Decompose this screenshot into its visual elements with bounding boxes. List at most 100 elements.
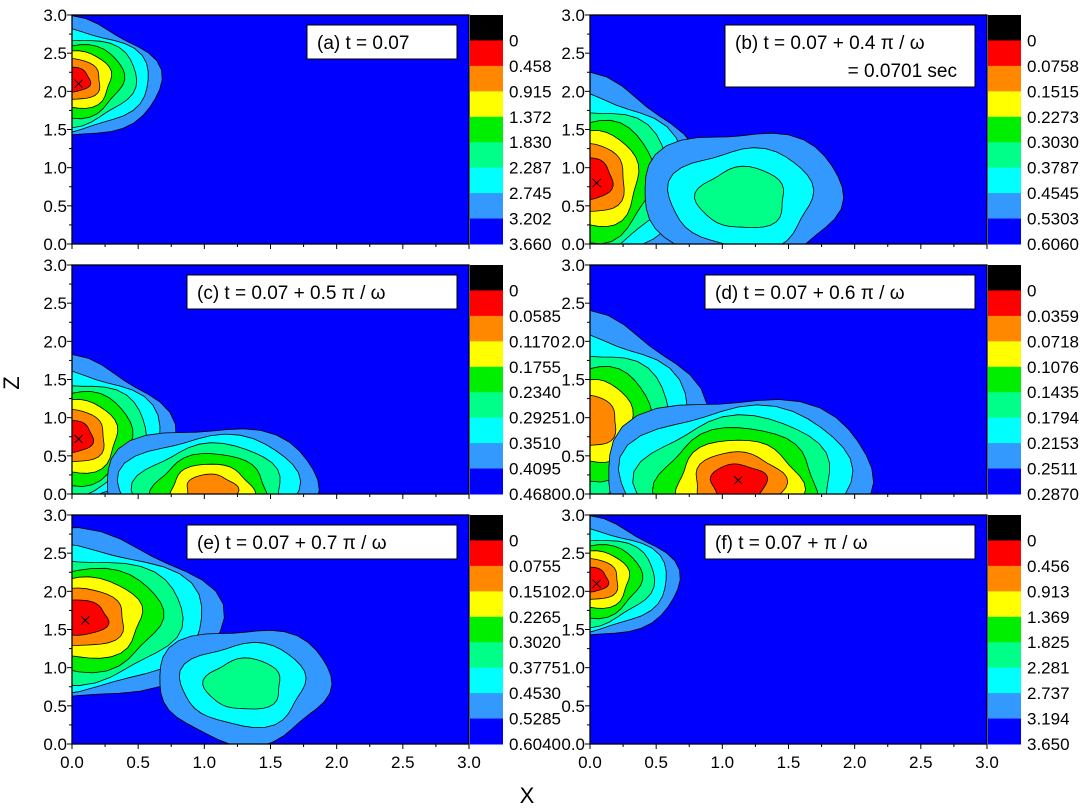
- y-tick-label: 3.0: [43, 256, 67, 275]
- colorbar-label-c: 0: [509, 281, 518, 300]
- y-tick-label: 1.0: [43, 159, 67, 178]
- x-tick-label: 1.0: [193, 753, 217, 772]
- y-tick-label: 0.5: [43, 697, 67, 716]
- colorbar-band-b: [988, 91, 1021, 117]
- colorbar-band-d: [988, 265, 1021, 291]
- y-tick-label: 1.0: [561, 659, 585, 678]
- colorbar-label-a: 2.745: [509, 184, 552, 203]
- y-tick-label: 1.5: [561, 621, 585, 640]
- colorbar-label-a: 2.287: [509, 159, 552, 178]
- colorbar-band-f: [988, 540, 1021, 566]
- colorbar-label-f: 2.737: [1027, 684, 1070, 703]
- y-tick-label: 2.0: [43, 332, 67, 351]
- colorbar-band-b: [988, 40, 1021, 66]
- panel-label-a: (a) t = 0.07: [317, 33, 409, 54]
- colorbar-label-f: 1.369: [1027, 608, 1070, 627]
- contour-band-b-0-5: [537, 130, 639, 226]
- colorbar-band-d: [988, 392, 1021, 418]
- colorbar-label-e: 0.4530: [509, 684, 561, 703]
- y-tick-label: 1.5: [561, 371, 585, 390]
- colorbar-label-f: 0.456: [1027, 557, 1070, 576]
- y-tick-label: 2.5: [561, 294, 585, 313]
- colorbar-label-c: 0.1170: [509, 332, 560, 351]
- y-tick-label: 1.5: [561, 121, 585, 140]
- colorbar-band-a: [470, 66, 503, 92]
- colorbar-label-a: 0.458: [509, 57, 552, 76]
- colorbar-band-a: [470, 40, 503, 66]
- x-tick-label: 0.0: [578, 753, 602, 772]
- x-tick-label: 2.0: [325, 753, 349, 772]
- colorbar-band-e: [470, 617, 503, 643]
- colorbar-band-b: [988, 142, 1021, 168]
- colorbar-label-f: 0.913: [1027, 582, 1070, 601]
- colorbar-band-a: [470, 15, 503, 41]
- colorbar-label-d: 0.0359: [1027, 307, 1079, 326]
- colorbar-band-f: [988, 515, 1021, 541]
- colorbar-label-a: 0.915: [509, 82, 552, 101]
- colorbar-label-b: 0.1515: [1027, 82, 1079, 101]
- x-tick-label: 1.0: [711, 753, 735, 772]
- colorbar-label-d: 0.2511: [1027, 460, 1078, 479]
- colorbar-label-e: 0.5285: [509, 710, 561, 729]
- colorbar-label-b: 0.3030: [1027, 133, 1079, 152]
- y-tick-label: 1.5: [43, 371, 67, 390]
- colorbar-label-f: 3.650: [1027, 735, 1070, 754]
- colorbar-band-e: [470, 642, 503, 668]
- colorbar-band-a: [470, 168, 503, 194]
- x-tick-label: 0.0: [60, 753, 84, 772]
- colorbar-band-c: [470, 290, 503, 316]
- colorbar-band-e: [470, 566, 503, 592]
- colorbar-label-e: 0.0755: [509, 557, 561, 576]
- colorbar-band-b: [988, 117, 1021, 143]
- y-tick-label: 2.5: [561, 544, 585, 563]
- y-tick-label: 2.0: [561, 582, 585, 601]
- colorbar-band-c: [470, 341, 503, 367]
- colorbar-label-b: 0.0758: [1027, 57, 1079, 76]
- colorbar-band-c: [470, 469, 503, 495]
- x-tick-label: 3.0: [457, 753, 481, 772]
- colorbar-label-a: 3.202: [509, 210, 552, 229]
- x-tick-label: 2.5: [391, 753, 415, 772]
- y-tick-label: 1.0: [43, 659, 67, 678]
- y-tick-label: 0.0: [43, 485, 67, 504]
- colorbar-label-d: 0.1794: [1027, 409, 1079, 428]
- colorbar-label-d: 0.0718: [1027, 332, 1079, 351]
- colorbar-band-e: [470, 668, 503, 694]
- panel-f: 0.0 0.5 1.0 1.5 2.0 2.5 3.0 0.0 0.5 1.0 1.5 2.0 2.5 3…: [508, 506, 1070, 772]
- x-tick-label: 2.0: [843, 753, 867, 772]
- colorbar-label-b: 0.6060: [1027, 235, 1079, 254]
- colorbar-label-e: 0: [509, 531, 518, 550]
- colorbar-band-d: [988, 290, 1021, 316]
- colorbar-label-b: 0.2273: [1027, 108, 1079, 127]
- y-tick-label: 3.0: [561, 256, 585, 275]
- colorbar-band-b: [988, 168, 1021, 194]
- panel-a: 0.00.51.01.52.02.53.0(a) t = 0.07 00.4580…: [0, 6, 552, 254]
- y-tick-label: 0.0: [561, 235, 585, 254]
- colorbar-label-c: 0.4095: [509, 460, 561, 479]
- y-tick-label: 0.0: [43, 235, 67, 254]
- colorbar-band-c: [470, 367, 503, 393]
- colorbar-label-a: 0: [509, 31, 518, 50]
- y-tick-label: 2.0: [561, 332, 585, 351]
- colorbar-label-c: 0.1755: [509, 358, 561, 377]
- colorbar-band-e: [470, 719, 503, 745]
- panel-label-b: (b) t = 0.07 + 0.4 π / ω: [735, 33, 925, 54]
- colorbar-label-d: 0.1435: [1027, 383, 1079, 402]
- colorbar-band-d: [988, 367, 1021, 393]
- y-tick-label: 3.0: [561, 506, 585, 525]
- x-tick-label: 1.5: [259, 753, 283, 772]
- y-tick-label: 0.5: [561, 197, 585, 216]
- panel-label-b: = 0.0701 sec: [848, 61, 957, 82]
- y-tick-label: 0.0: [43, 735, 67, 754]
- y-tick-label: 2.5: [561, 44, 585, 63]
- x-tick-label: 3.0: [975, 753, 999, 772]
- panel-label-e: (e) t = 0.07 + 0.7 π / ω: [197, 533, 387, 554]
- y-axis-label: Z: [0, 376, 24, 389]
- x-tick-label: 0.5: [126, 753, 150, 772]
- colorbar-band-e: [470, 540, 503, 566]
- colorbar-band-d: [988, 316, 1021, 342]
- colorbar-band-e: [470, 693, 503, 719]
- y-tick-label: 1.0: [561, 159, 585, 178]
- colorbar-label-a: 1.830: [509, 133, 552, 152]
